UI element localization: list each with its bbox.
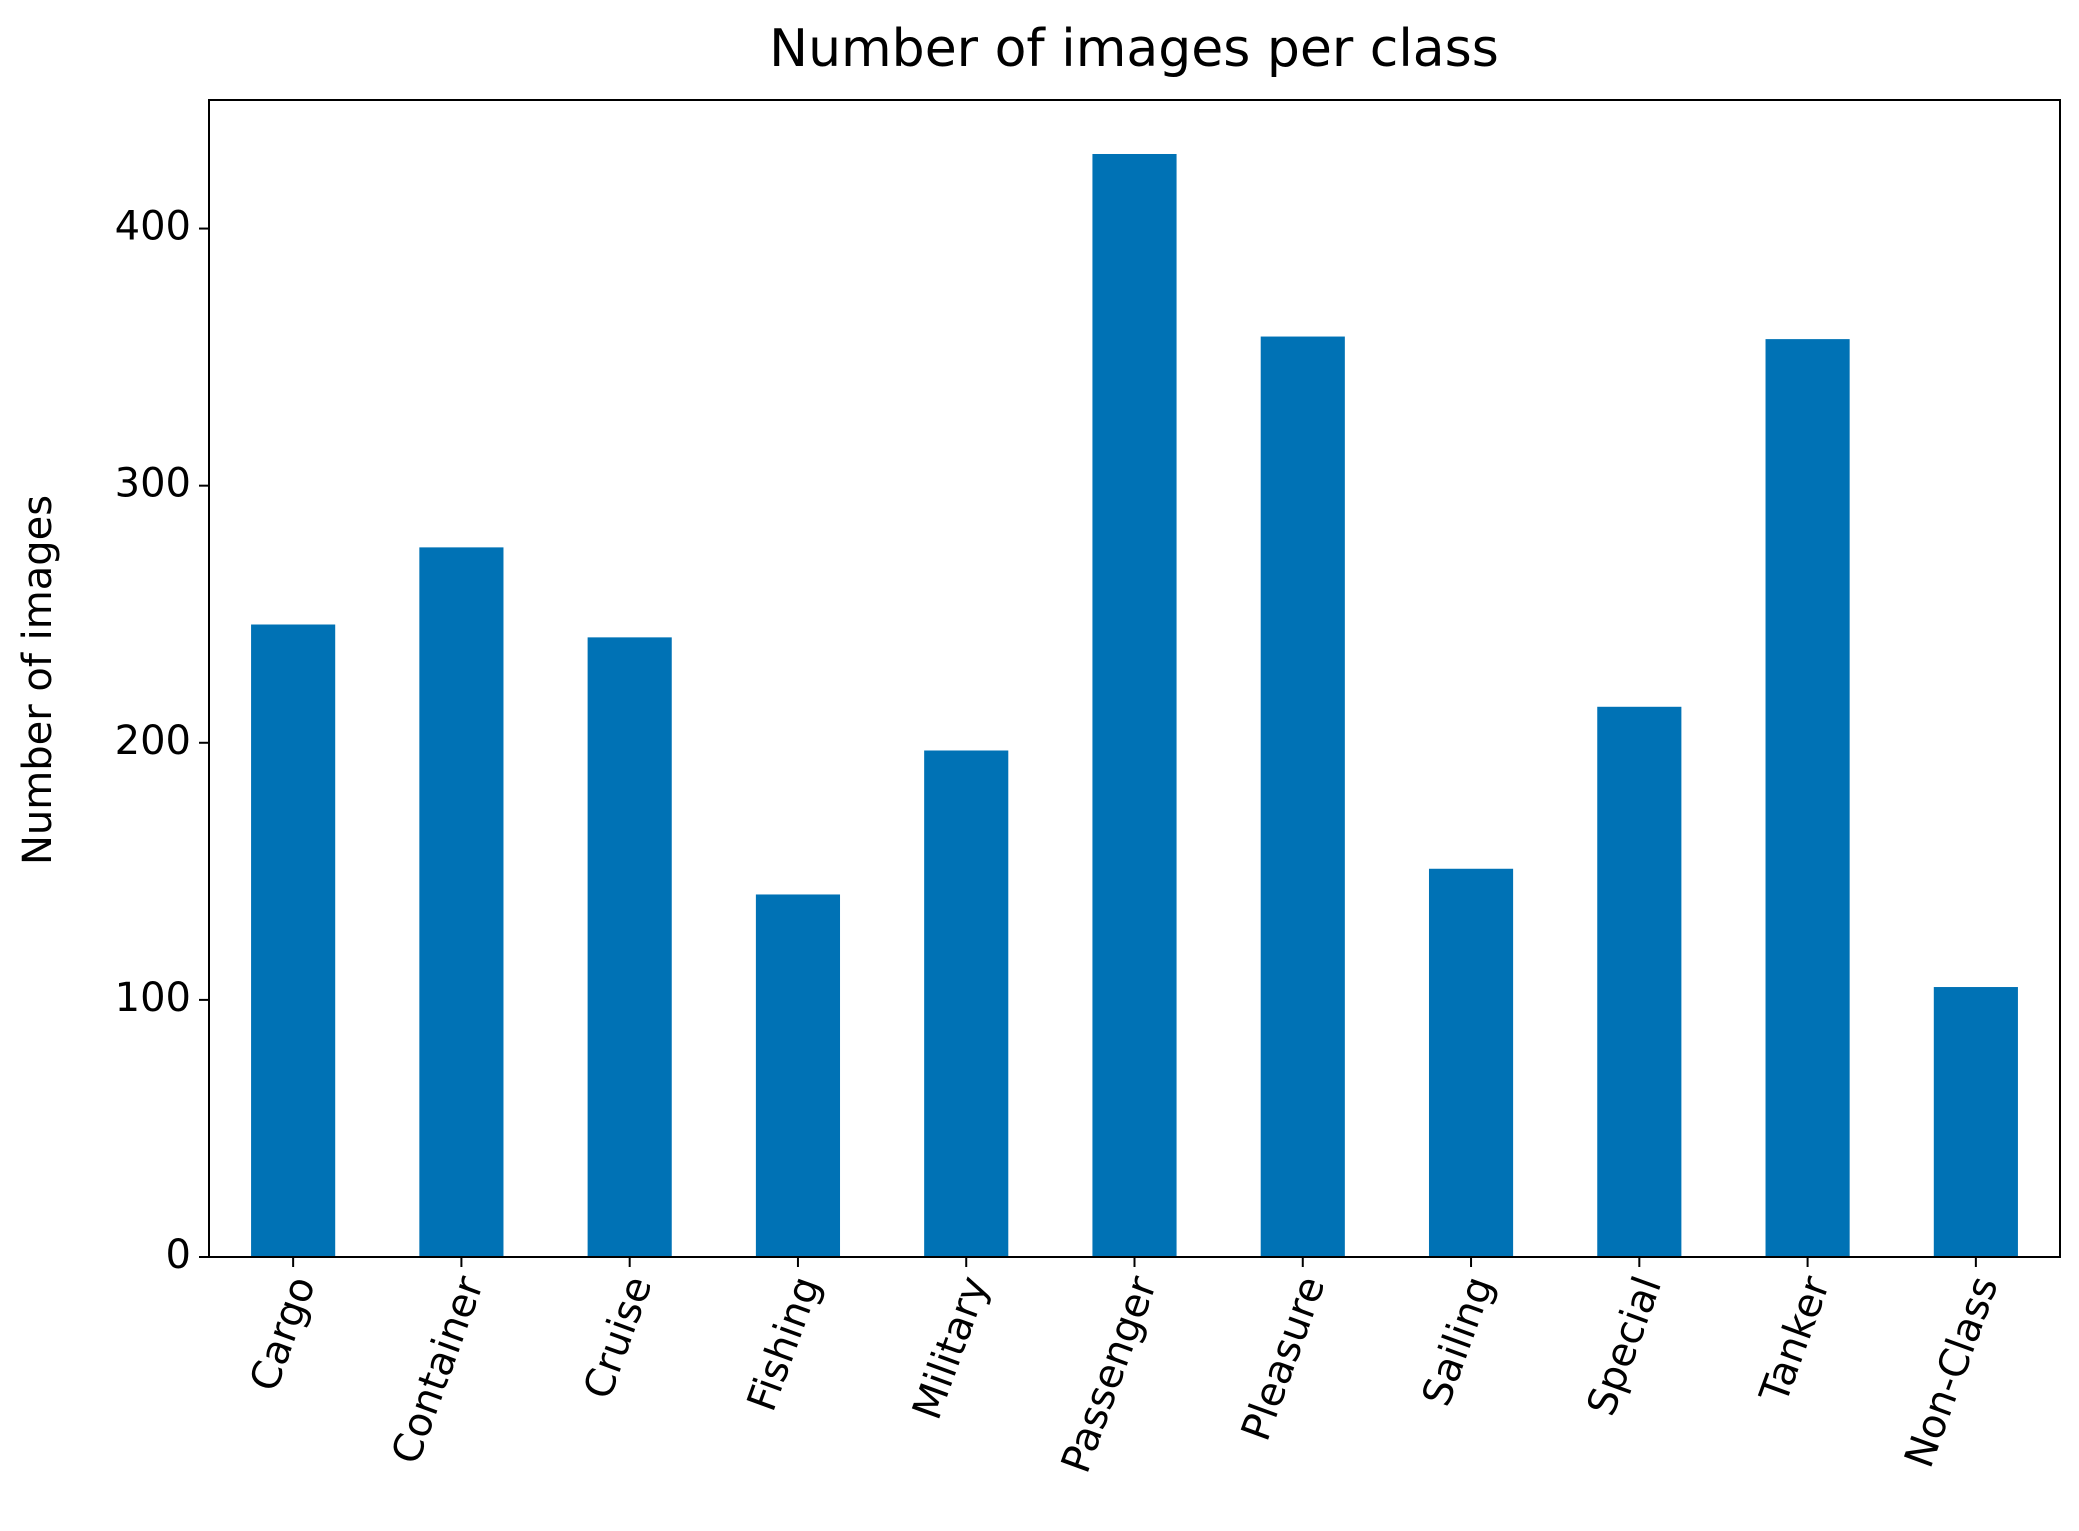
bar bbox=[419, 547, 504, 1257]
x-tick-label: Cargo bbox=[241, 1270, 325, 1397]
x-tick-label: Military bbox=[904, 1270, 998, 1425]
bar bbox=[587, 637, 672, 1257]
y-tick-label: 200 bbox=[115, 718, 191, 764]
x-tick-label: Container bbox=[383, 1270, 493, 1470]
y-axis-label: Number of images bbox=[15, 495, 61, 865]
bar bbox=[1428, 868, 1514, 1257]
y-tick-label: 300 bbox=[115, 461, 191, 507]
x-tick-label: Special bbox=[1579, 1270, 1672, 1421]
bar bbox=[1092, 153, 1177, 1258]
chart-title: Number of images per class bbox=[769, 19, 1499, 79]
x-tick-label: Sailing bbox=[1414, 1270, 1503, 1412]
x-tick-label: Passenger bbox=[1053, 1270, 1167, 1479]
x-tick-label: Pleasure bbox=[1233, 1270, 1335, 1446]
bar bbox=[924, 750, 1009, 1257]
bar bbox=[1260, 336, 1345, 1257]
y-tick-label: 400 bbox=[115, 204, 191, 250]
plot-frame bbox=[208, 99, 2061, 1258]
bar bbox=[755, 894, 841, 1257]
x-tick-label: Non-Class bbox=[1896, 1270, 2007, 1473]
bar bbox=[1933, 987, 2018, 1257]
x-tick-label: Fishing bbox=[739, 1270, 830, 1417]
y-tick-label: 100 bbox=[115, 975, 191, 1021]
y-tick-label: 0 bbox=[166, 1232, 191, 1278]
x-tick-label: Cruise bbox=[575, 1270, 661, 1404]
bar bbox=[1765, 339, 1850, 1257]
bar bbox=[251, 624, 336, 1257]
x-tick-label: Tanker bbox=[1751, 1270, 1839, 1410]
bar bbox=[1597, 706, 1682, 1257]
